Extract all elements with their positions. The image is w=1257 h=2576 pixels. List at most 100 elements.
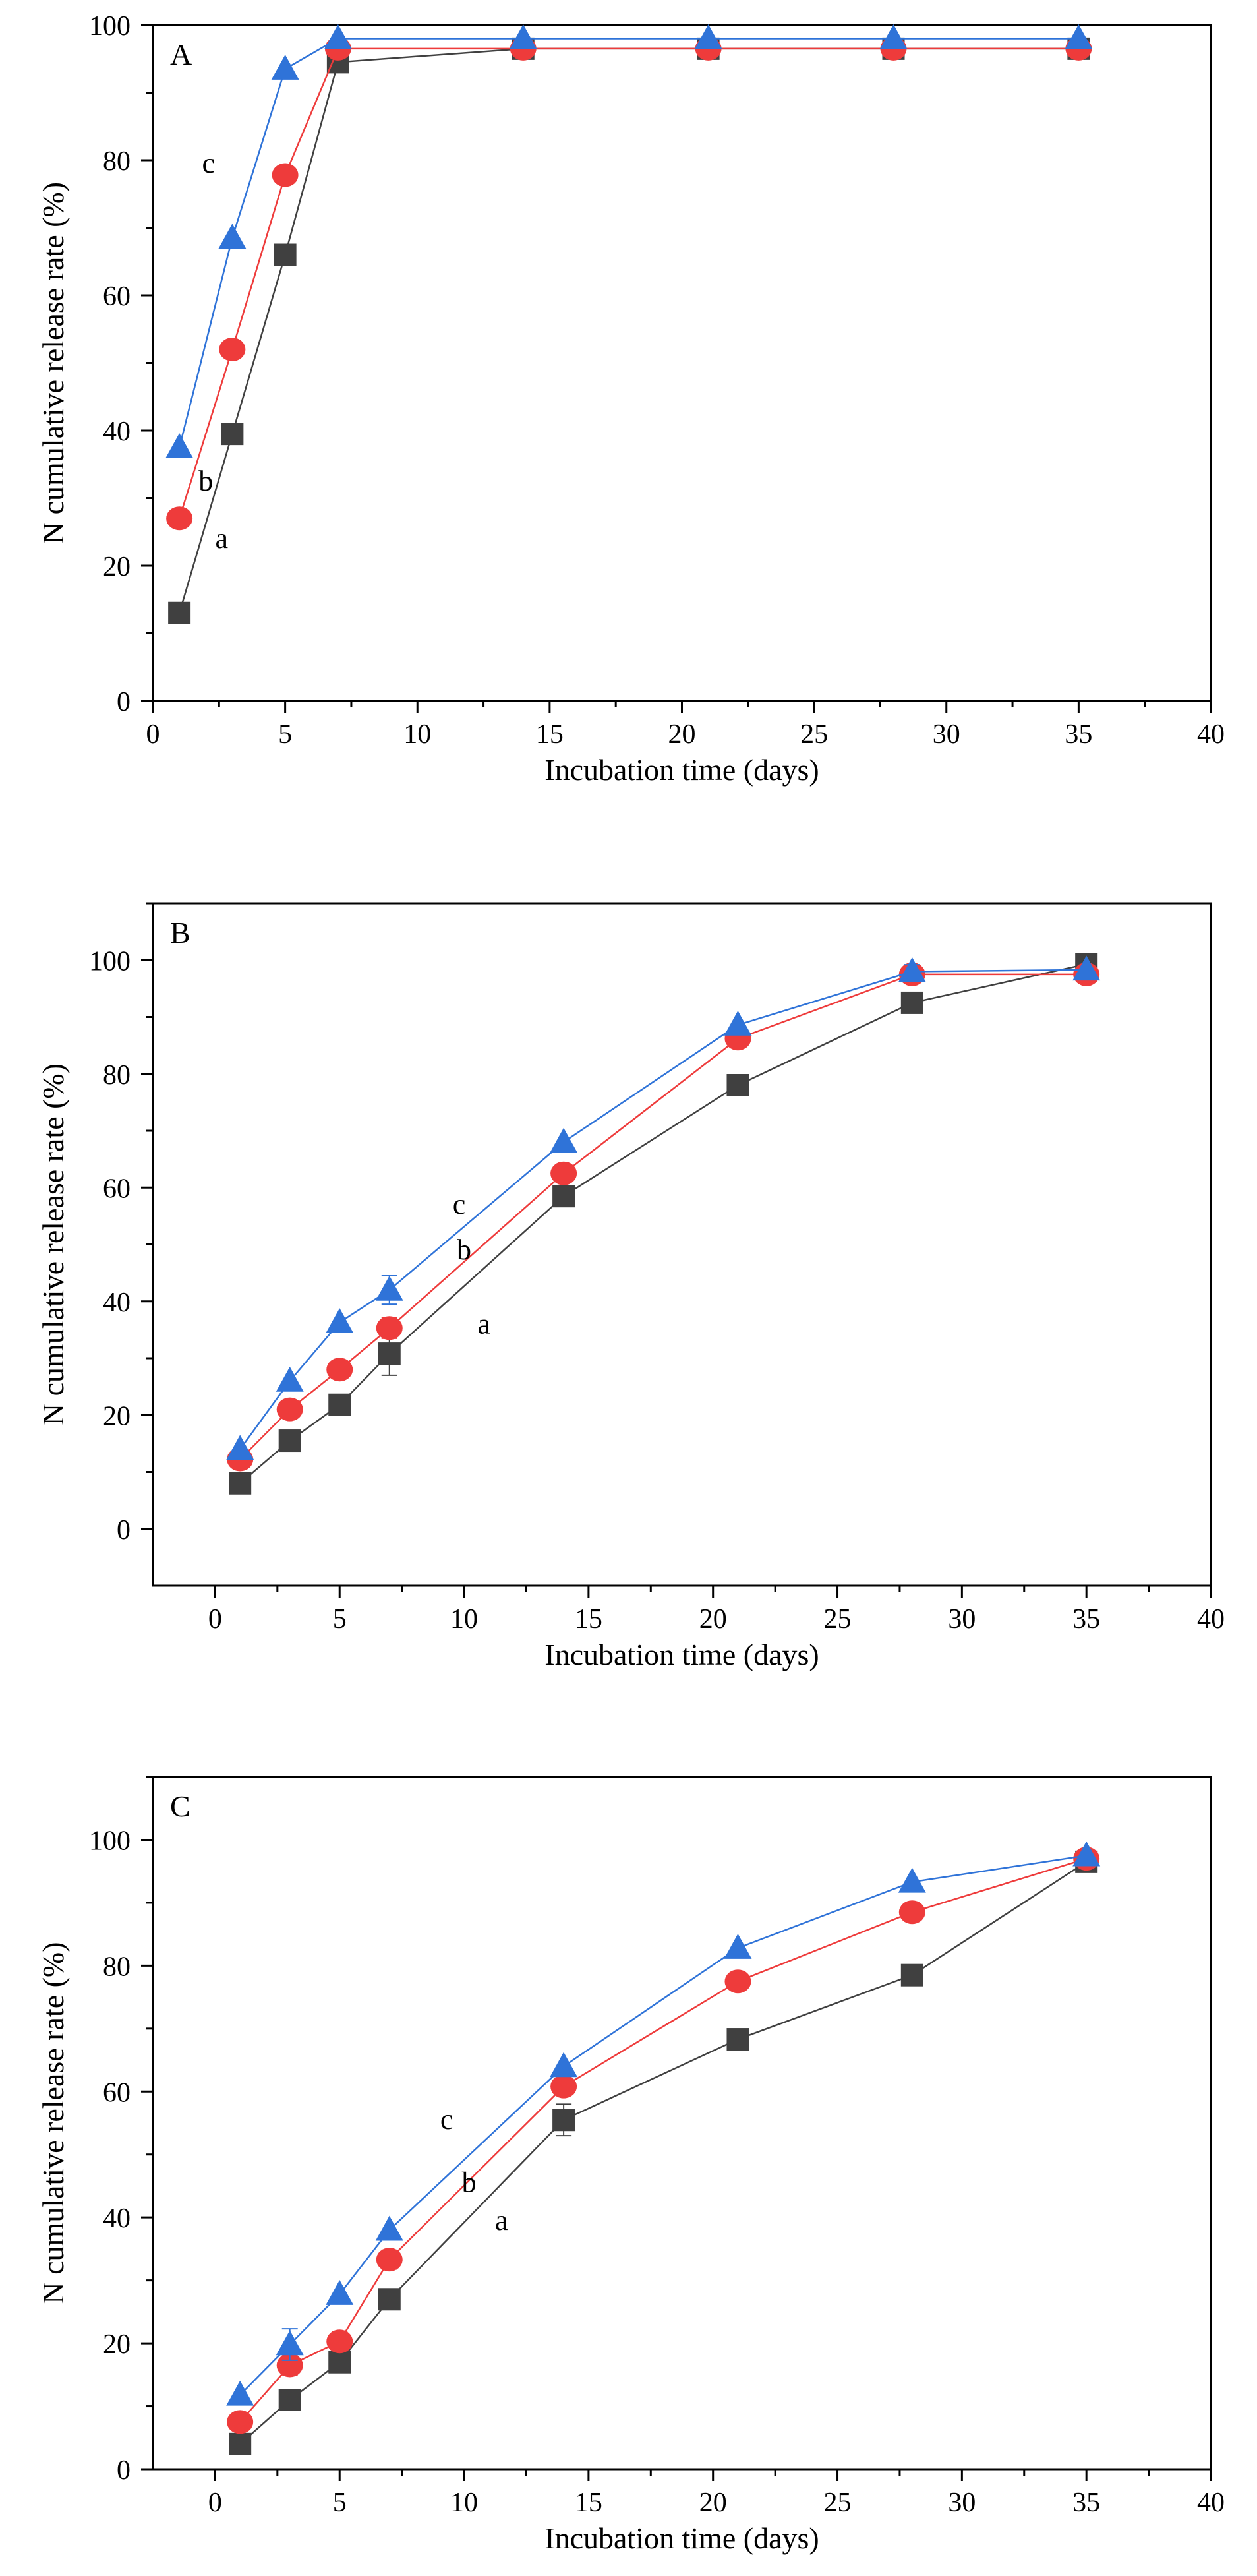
y-axis-title: N cumulative release rate (%) [36,182,70,544]
y-tick-label: 100 [89,946,131,976]
series-a-point-square-marker [274,243,297,266]
x-tick-label: 35 [1072,2488,1100,2518]
series-b-point-circle-marker [326,2329,353,2354]
series-b-line [239,973,1087,1460]
series-c-point-triangle-marker [724,1010,752,1036]
series-b-line [239,1857,1087,2423]
curve-label-a: a [216,522,229,554]
series-a-point-square-marker [229,1472,252,1495]
x-tick-label: 10 [403,719,431,750]
series-c-point-triangle-marker [509,24,537,49]
x-tick-label: 15 [536,719,564,750]
y-tick-label: 80 [103,1952,131,1982]
y-axis-title: N cumulative release rate (%) [36,1063,70,1425]
series-b [166,36,1092,531]
x-tick-label: 40 [1197,1604,1225,1634]
y-tick-label: 40 [103,1288,131,1318]
y-axis-title: N cumulative release rate (%) [36,1942,70,2304]
series-b-line [178,47,1079,519]
series-c-point-triangle-marker [326,1308,354,1333]
x-tick-label: 40 [1197,719,1225,750]
series-a-point-square-marker [726,2028,749,2051]
y-tick-label: 60 [103,2078,131,2108]
x-tick-label: 20 [699,1604,727,1634]
series-a-point-square-marker [221,423,244,446]
x-tick-label: 25 [824,1604,852,1634]
series-c-point-triangle-marker [898,957,926,982]
x-tick-label: 25 [824,2488,852,2518]
series-a-point-square-marker [900,991,923,1014]
x-tick-label: 0 [146,719,160,750]
series-c-point-triangle-marker [165,433,194,458]
series-a [229,1850,1098,2455]
series-a-point-square-marker [552,1185,575,1208]
series-c-point-triangle-marker [724,1934,752,1959]
series-c-point-triangle-marker [1072,1841,1101,1867]
x-tick-label: 30 [933,719,960,750]
x-tick-label: 0 [208,1604,222,1634]
series-c-point-triangle-marker [694,24,722,49]
series-b-point-circle-marker [898,1900,925,1925]
plot-frame-a [152,24,1212,702]
x-tick-label: 5 [333,1604,347,1634]
series-a-point-square-marker [378,1342,401,1365]
curve-label-c: c [453,1188,466,1220]
series-a-point-square-marker [552,2109,575,2132]
x-tick-label: 20 [699,2488,727,2518]
y-tick-label: 0 [117,1515,131,1545]
y-tick-label: 100 [89,1826,131,1856]
x-tick-label: 10 [450,1604,478,1634]
curve-label-c: c [202,147,215,179]
series-c-point-triangle-marker [324,24,352,49]
series-b-point-circle-marker [550,2074,577,2099]
y-tick-label: 0 [117,687,131,717]
chart-panel-b: 0 5 10 15 20 25 30 35 40 0 20 40 60 80 100 Incubation t… [36,902,1225,1671]
x-tick-label: 5 [278,719,292,750]
series-c-point-triangle-marker [226,1435,254,1460]
series-c-line [178,38,1079,448]
x-tick-label: 40 [1197,2488,1225,2518]
series-a-point-square-marker [328,2351,351,2374]
curve-label-c: c [440,2103,453,2136]
curve-label-b: b [457,1234,471,1266]
chart-panel-c: 0 5 10 15 20 25 30 35 40 0 20 40 60 80 100 Incubation t… [36,1776,1225,2555]
series-c [226,955,1101,1460]
series-c-point-triangle-marker [218,224,247,249]
curve-label-b: b [462,2167,477,2199]
y-tick-label: 20 [103,1401,131,1431]
series-c-point-triangle-marker [271,55,299,80]
x-axis-title: Incubation time (days) [544,753,819,787]
panel-letter-b: B [170,916,190,949]
series-a-line [239,963,1087,1484]
series-a-point-square-marker [378,2288,401,2311]
x-tick-label: 35 [1072,1604,1100,1634]
series-b-point-circle-marker [227,2410,254,2434]
series-a-point-square-marker [278,1429,301,1453]
x-axis-title: Incubation time (days) [544,1638,819,1671]
series-b [227,962,1100,1472]
series-b-point-circle-marker [326,1358,353,1382]
chart-panel-a: 0 5 10 15 20 25 30 35 40 0 20 40 60 80 100 Incubation t… [36,11,1225,787]
series-c-point-triangle-marker [1072,955,1101,981]
series-c-point-triangle-marker [276,2330,304,2356]
series-a-point-square-marker [168,601,191,624]
plot-frame-b [152,902,1212,1587]
y-tick-label: 60 [103,282,131,312]
series-c-point-triangle-marker [375,1275,403,1301]
series-c-point-triangle-marker [375,2215,403,2241]
curve-label-a: a [495,2204,508,2236]
series-b-point-circle-marker [276,2353,303,2378]
series-c [165,24,1093,458]
series-a-line [178,47,1079,614]
series-a-point-square-marker [328,1393,351,1416]
series-c-point-triangle-marker [879,24,908,49]
series-c-point-triangle-marker [226,2380,254,2406]
x-tick-label: 20 [668,719,696,750]
curve-label-b: b [198,465,213,497]
series-b-point-circle-marker [276,1397,303,1422]
x-tick-label: 30 [948,1604,976,1634]
series-c-point-triangle-marker [550,1127,578,1153]
y-tick-label: 40 [103,417,131,447]
series-a-point-square-marker [900,1963,923,1987]
